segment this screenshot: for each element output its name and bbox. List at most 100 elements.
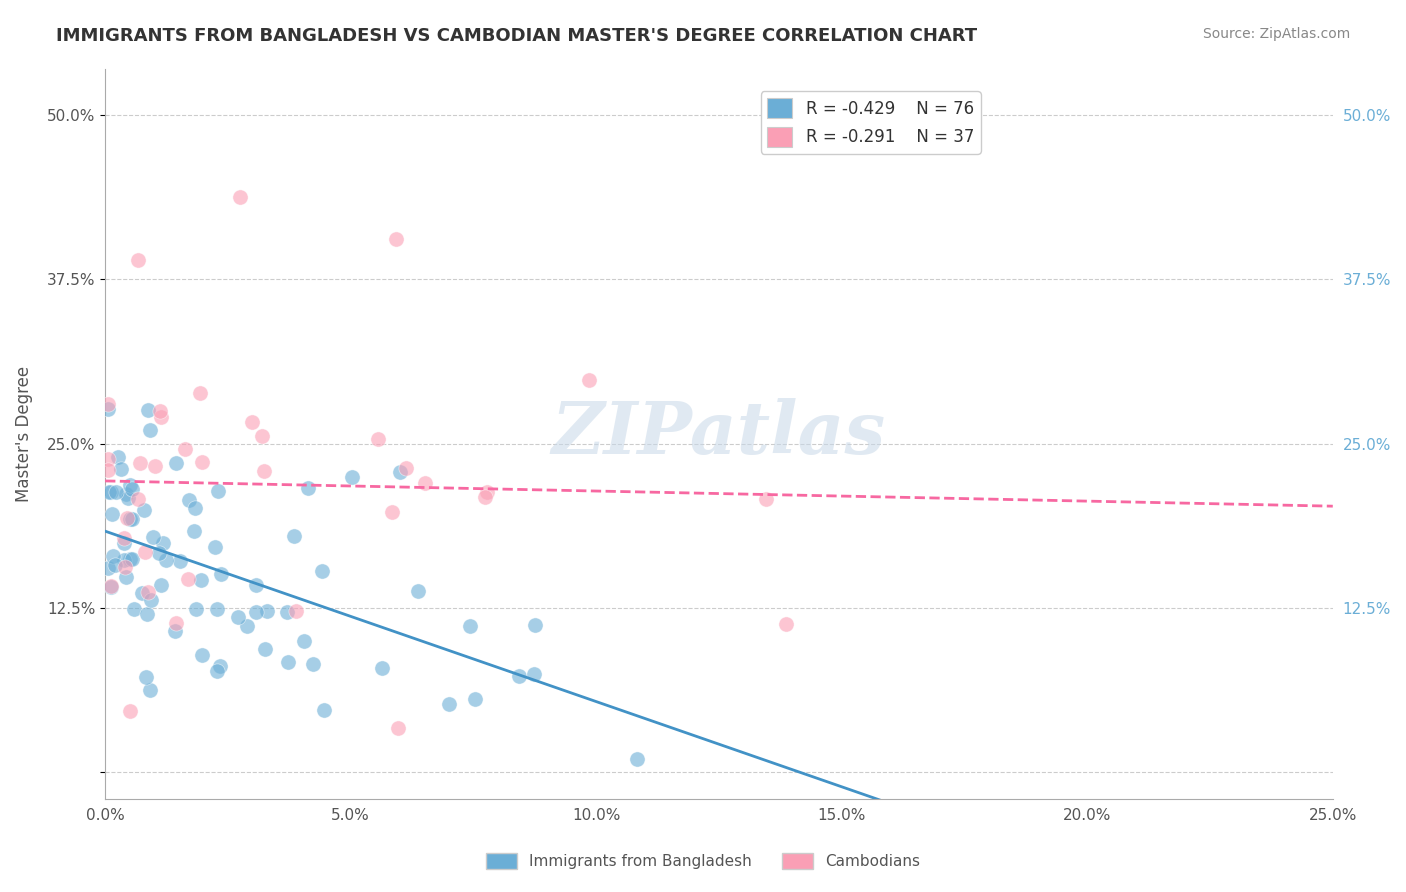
- Point: [136, 607, 159, 621]
- Point: [134, 545, 156, 559]
- Point: [121, 552, 143, 566]
- Point: [112, 531, 135, 545]
- Point: [314, 703, 336, 717]
- Point: [387, 721, 409, 735]
- Point: [165, 615, 187, 630]
- Point: [205, 601, 228, 615]
- Point: [163, 624, 186, 639]
- Point: [100, 579, 122, 593]
- Point: [169, 553, 191, 567]
- Point: [439, 697, 461, 711]
- Point: [97, 452, 120, 467]
- Point: [131, 586, 153, 600]
- Point: [283, 528, 305, 542]
- Point: [524, 618, 547, 632]
- Point: [183, 524, 205, 539]
- Point: [458, 619, 481, 633]
- Point: [127, 252, 149, 267]
- Text: ZIPatlas: ZIPatlas: [553, 398, 886, 469]
- Point: [152, 536, 174, 550]
- Point: [775, 616, 797, 631]
- Point: [413, 476, 436, 491]
- Point: [149, 404, 172, 418]
- Point: [115, 570, 138, 584]
- Point: [186, 601, 208, 615]
- Point: [150, 578, 173, 592]
- Point: [139, 592, 162, 607]
- Point: [256, 604, 278, 618]
- Point: [124, 602, 146, 616]
- Point: [277, 655, 299, 669]
- Legend: Immigrants from Bangladesh, Cambodians: Immigrants from Bangladesh, Cambodians: [479, 847, 927, 875]
- Point: [208, 659, 231, 673]
- Point: [228, 610, 250, 624]
- Point: [464, 692, 486, 706]
- Point: [143, 459, 166, 474]
- Point: [253, 464, 276, 478]
- Point: [97, 463, 120, 477]
- Point: [117, 511, 139, 525]
- Point: [177, 572, 200, 586]
- Point: [100, 581, 122, 595]
- Point: [110, 462, 132, 476]
- Point: [97, 397, 120, 411]
- Point: [191, 455, 214, 469]
- Point: [105, 485, 128, 500]
- Point: [136, 584, 159, 599]
- Point: [103, 549, 125, 563]
- Point: [311, 565, 333, 579]
- Point: [205, 664, 228, 678]
- Point: [107, 450, 129, 464]
- Point: [118, 552, 141, 566]
- Point: [235, 618, 257, 632]
- Point: [165, 456, 187, 470]
- Point: [112, 553, 135, 567]
- Point: [117, 491, 139, 505]
- Point: [191, 648, 214, 662]
- Point: [132, 502, 155, 516]
- Y-axis label: Master's Degree: Master's Degree: [15, 366, 32, 501]
- Point: [177, 493, 200, 508]
- Point: [155, 553, 177, 567]
- Point: [148, 546, 170, 560]
- Point: [370, 661, 392, 675]
- Point: [229, 190, 252, 204]
- Point: [388, 465, 411, 479]
- Point: [385, 232, 408, 246]
- Text: IMMIGRANTS FROM BANGLADESH VS CAMBODIAN MASTER'S DEGREE CORRELATION CHART: IMMIGRANTS FROM BANGLADESH VS CAMBODIAN …: [56, 27, 977, 45]
- Point: [114, 560, 136, 574]
- Point: [245, 578, 267, 592]
- Point: [118, 512, 141, 526]
- Point: [120, 478, 142, 492]
- Point: [340, 469, 363, 483]
- Point: [523, 666, 546, 681]
- Point: [184, 500, 207, 515]
- Point: [97, 402, 120, 417]
- Point: [474, 490, 496, 504]
- Point: [204, 541, 226, 555]
- Point: [104, 558, 127, 572]
- Point: [115, 487, 138, 501]
- Point: [250, 429, 273, 443]
- Point: [190, 574, 212, 588]
- Point: [367, 433, 389, 447]
- Point: [254, 641, 277, 656]
- Point: [174, 442, 197, 456]
- Text: Source: ZipAtlas.com: Source: ZipAtlas.com: [1202, 27, 1350, 41]
- Point: [394, 460, 416, 475]
- Point: [120, 704, 142, 718]
- Point: [207, 484, 229, 499]
- Point: [626, 752, 648, 766]
- Point: [406, 584, 429, 599]
- Point: [98, 485, 121, 500]
- Legend: R = -0.429    N = 76, R = -0.291    N = 37: R = -0.429 N = 76, R = -0.291 N = 37: [761, 92, 981, 153]
- Point: [136, 403, 159, 417]
- Point: [121, 512, 143, 526]
- Point: [138, 683, 160, 698]
- Point: [100, 484, 122, 499]
- Point: [297, 482, 319, 496]
- Point: [755, 491, 778, 506]
- Point: [101, 508, 124, 522]
- Point: [301, 657, 323, 672]
- Point: [127, 492, 149, 507]
